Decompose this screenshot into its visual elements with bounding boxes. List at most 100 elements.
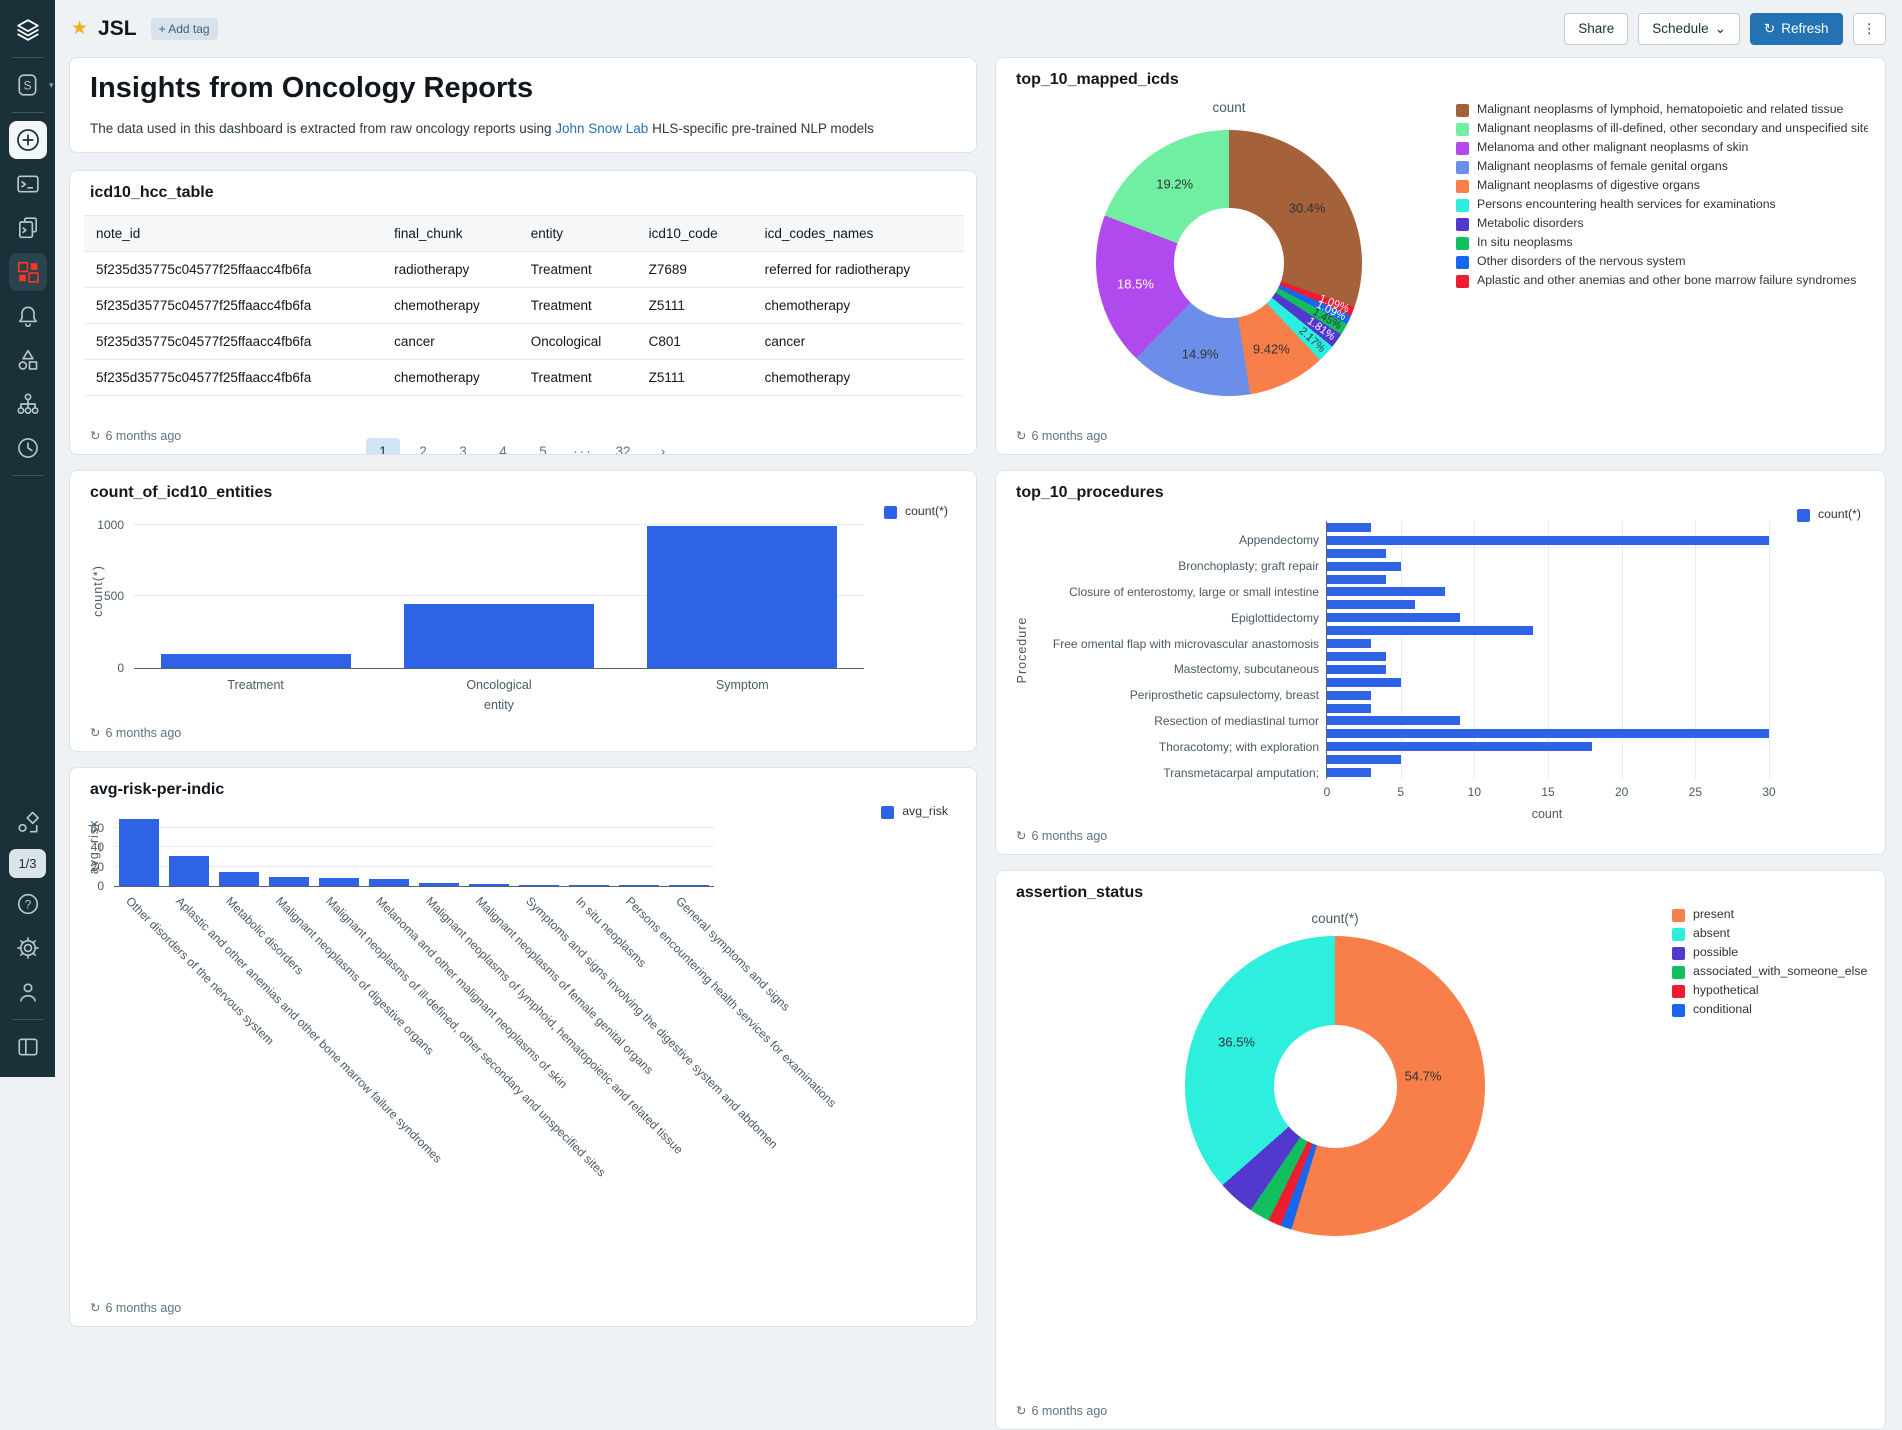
table-cell: Treatment — [518, 251, 637, 288]
widget-top-10-mapped-icds: top_10_mapped_icds count 30.4% 19.2% 18.5%… — [995, 57, 1886, 455]
x-tick-label: 0 — [1323, 785, 1331, 799]
table-cell: 5f235d35775c04577f25ffaacc4fb6fa — [84, 287, 383, 324]
kebab-menu-button[interactable]: ⋮ — [1852, 12, 1886, 45]
legend-item[interactable]: count(*) — [883, 504, 948, 523]
page-indicator[interactable]: 1/3 — [9, 849, 46, 878]
legend-swatch — [1672, 909, 1685, 922]
gridline — [114, 846, 714, 848]
gridline — [114, 826, 714, 828]
collapse-panel-icon[interactable] — [9, 1028, 47, 1066]
bar — [1327, 742, 1593, 752]
legend-swatch — [1456, 104, 1469, 117]
sidebar-item-queries[interactable] — [9, 209, 47, 247]
bar — [269, 876, 309, 886]
table-cell: C801 — [636, 323, 753, 360]
x-tick-label: 30 — [1762, 785, 1776, 799]
app-logo-icon[interactable] — [9, 11, 47, 49]
legend-item[interactable]: Aplastic and other anemias and other bon… — [1456, 273, 1868, 292]
widget-title: icd10_hcc_table — [90, 184, 214, 201]
share-button[interactable]: Share — [1564, 12, 1629, 45]
legend-item[interactable]: conditional — [1672, 1002, 1872, 1021]
bar — [669, 885, 709, 886]
legend-item[interactable]: Malignant neoplasms of lymphoid, hematop… — [1456, 102, 1868, 121]
sidebar-item-dashboards[interactable] — [8, 253, 47, 291]
table-cell: cancer — [382, 323, 519, 360]
legend-item[interactable]: absent — [1672, 926, 1872, 945]
page-button[interactable]: 4 — [499, 443, 507, 455]
refresh-button[interactable]: ↻ Refresh — [1749, 12, 1843, 45]
legend-item[interactable]: associated_with_someone_else — [1672, 964, 1872, 983]
john-snow-lab-link[interactable]: John Snow Lab — [555, 121, 649, 136]
table-cell: 5f235d35775c04577f25ffaacc4fb6fa — [84, 251, 383, 288]
sidebar-item-sql-editor[interactable] — [9, 165, 47, 203]
legend-swatch — [1456, 199, 1469, 212]
table-cell: chemotherapy — [382, 359, 519, 396]
page-button[interactable]: 32 — [615, 443, 631, 455]
add-tag-button[interactable]: + Add tag — [150, 17, 218, 40]
page-button[interactable]: 2 — [419, 443, 427, 455]
x-tick-label: 15 — [1541, 785, 1555, 799]
bar — [1327, 561, 1401, 571]
column-header: note_id — [84, 215, 383, 252]
x-category-label: Malignant neoplasms of female genital or… — [473, 894, 657, 1078]
bar — [1327, 639, 1372, 649]
legend-item[interactable]: Persons encountering health services for… — [1456, 197, 1868, 216]
legend-item[interactable]: Malignant neoplasms of digestive organs — [1456, 178, 1868, 197]
y-tick-label: 500 — [103, 589, 124, 604]
legend-item[interactable]: avg_risk — [881, 804, 948, 823]
legend-item[interactable]: possible — [1672, 945, 1872, 964]
legend-item[interactable]: Other disorders of the nervous system — [1456, 254, 1868, 273]
legend-item[interactable]: hypothetical — [1672, 983, 1872, 1002]
gridline — [1400, 521, 1402, 779]
legend-label: conditional — [1693, 1002, 1752, 1016]
chart-legend: count(*) — [883, 504, 948, 523]
legend-item[interactable]: Malignant neoplasms of ill-defined, othe… — [1456, 121, 1868, 140]
bar — [1327, 716, 1460, 726]
legend-item[interactable]: present — [1672, 907, 1872, 926]
bar — [419, 883, 459, 886]
page-button[interactable]: 3 — [459, 443, 467, 455]
settings-gear-icon[interactable] — [9, 929, 47, 967]
legend-swatch — [1456, 275, 1469, 288]
bar — [1327, 703, 1372, 713]
x-category-label: Treatment — [227, 678, 284, 692]
help-icon[interactable]: ? — [9, 885, 47, 923]
user-profile-icon[interactable] — [9, 973, 47, 1011]
workspace-switcher[interactable]: S ▾ — [9, 66, 54, 104]
sidebar-item-data[interactable] — [9, 341, 47, 379]
sidebar-item-history[interactable] — [9, 429, 47, 467]
svg-text:?: ? — [24, 897, 31, 911]
refresh-icon: ↻ — [90, 429, 101, 443]
legend-item[interactable]: count(*) — [1796, 507, 1861, 526]
legend-item[interactable]: In situ neoplasms — [1456, 235, 1868, 254]
last-updated: ↻ 6 months ago — [1016, 428, 1108, 444]
series-label: count(*) — [1311, 911, 1359, 926]
page-button[interactable]: 5 — [539, 443, 547, 455]
legend-item[interactable]: Malignant neoplasms of female genital or… — [1456, 159, 1868, 178]
bar — [319, 878, 359, 886]
table-row: 5f235d35775c04577f25ffaacc4fb6fa chemothe… — [84, 359, 964, 396]
refresh-icon: ↻ — [1763, 20, 1776, 36]
sidebar-item-alerts[interactable] — [9, 297, 47, 335]
next-page-button[interactable]: › — [660, 443, 666, 455]
y-tick-label: 40 — [90, 840, 104, 855]
column-header: entity — [518, 215, 637, 252]
favorite-star-icon[interactable]: ★ — [71, 18, 89, 39]
table-cell: 5f235d35775c04577f25ffaacc4fb6fa — [84, 359, 383, 396]
legend-swatch — [1456, 218, 1469, 231]
schedule-button[interactable]: Schedule ⌄ — [1638, 12, 1740, 45]
legend-swatch — [1456, 237, 1469, 250]
bar — [1327, 664, 1386, 674]
widget-title: avg-risk-per-indic — [90, 781, 225, 798]
legend-item[interactable]: Melanoma and other malignant neoplasms o… — [1456, 140, 1868, 159]
bar — [1327, 677, 1401, 687]
y-category-label: Periprosthetic capsulectomy, breast — [1129, 688, 1319, 703]
sidebar-item-new[interactable] — [8, 121, 47, 159]
table-cell: Treatment — [518, 287, 637, 324]
page-button[interactable]: 1 — [366, 438, 400, 454]
widget-title: count_of_icd10_entities — [90, 484, 273, 501]
slice-percent-label: 9.42% — [1252, 341, 1290, 357]
sidebar-item-workflows[interactable] — [9, 385, 47, 423]
sidebar-item-marketplace[interactable] — [9, 804, 47, 842]
legend-item[interactable]: Metabolic disorders — [1456, 216, 1868, 235]
